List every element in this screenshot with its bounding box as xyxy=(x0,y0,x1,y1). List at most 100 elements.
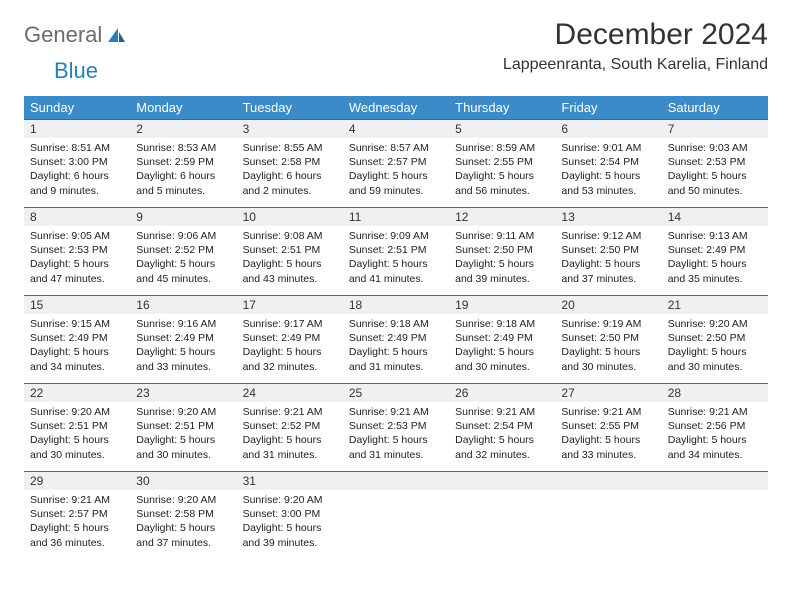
day-details xyxy=(555,490,661,499)
calendar-cell: 9Sunrise: 9:06 AMSunset: 2:52 PMDaylight… xyxy=(130,207,236,295)
sunset-text: Sunset: 2:51 PM xyxy=(349,243,443,257)
day-number xyxy=(449,471,555,490)
day-details: Sunrise: 9:11 AMSunset: 2:50 PMDaylight:… xyxy=(449,226,555,292)
sunrise-text: Sunrise: 9:13 AM xyxy=(668,229,762,243)
day-details: Sunrise: 9:21 AMSunset: 2:56 PMDaylight:… xyxy=(662,402,768,468)
calendar-cell: 15 Sunrise: 9:15 AMSunset: 2:49 PMDayligh… xyxy=(24,295,130,383)
daylight-text: Daylight: 5 hours and 31 minutes. xyxy=(349,345,443,373)
daylight-text: Daylight: 5 hours and 34 minutes. xyxy=(30,345,124,373)
sunrise-text: Sunrise: 9:06 AM xyxy=(136,229,230,243)
calendar-row: 22Sunrise: 9:20 AMSunset: 2:51 PMDayligh… xyxy=(24,383,768,471)
day-number: 19 xyxy=(449,295,555,314)
day-details: Sunrise: 9:19 AMSunset: 2:50 PMDaylight:… xyxy=(555,314,661,380)
sunset-text: Sunset: 2:49 PM xyxy=(349,331,443,345)
day-details xyxy=(449,490,555,499)
sunset-text: Sunset: 2:58 PM xyxy=(136,507,230,521)
daylight-text: Daylight: 5 hours and 53 minutes. xyxy=(561,169,655,197)
day-number: 16 xyxy=(130,295,236,314)
daylight-text: Daylight: 5 hours and 37 minutes. xyxy=(561,257,655,285)
sunrise-text: Sunrise: 9:12 AM xyxy=(561,229,655,243)
calendar-cell: 12Sunrise: 9:11 AMSunset: 2:50 PMDayligh… xyxy=(449,207,555,295)
day-number: 12 xyxy=(449,207,555,226)
day-number: 14 xyxy=(662,207,768,226)
day-details: Sunrise: 8:53 AMSunset: 2:59 PMDaylight:… xyxy=(130,138,236,204)
daylight-text: Daylight: 5 hours and 30 minutes. xyxy=(136,433,230,461)
calendar-cell: 29Sunrise: 9:21 AMSunset: 2:57 PMDayligh… xyxy=(24,471,130,559)
sunset-text: Sunset: 2:51 PM xyxy=(30,419,124,433)
calendar-row: 1Sunrise: 8:51 AMSunset: 3:00 PMDaylight… xyxy=(24,119,768,207)
sunset-text: Sunset: 2:51 PM xyxy=(136,419,230,433)
sunrise-text: Sunrise: 9:21 AM xyxy=(243,405,337,419)
day-number: 26 xyxy=(449,383,555,402)
day-details: Sunrise: 9:13 AMSunset: 2:49 PMDaylight:… xyxy=(662,226,768,292)
day-details: Sunrise: 9:21 AMSunset: 2:55 PMDaylight:… xyxy=(555,402,661,468)
day-number: 3 xyxy=(237,119,343,138)
calendar-cell: 23Sunrise: 9:20 AMSunset: 2:51 PMDayligh… xyxy=(130,383,236,471)
sunset-text: Sunset: 3:00 PM xyxy=(243,507,337,521)
sunset-text: Sunset: 2:52 PM xyxy=(243,419,337,433)
sunset-text: Sunset: 2:57 PM xyxy=(349,155,443,169)
day-details: Sunrise: 9:08 AMSunset: 2:51 PMDaylight:… xyxy=(237,226,343,292)
day-details: Sunrise: 9:20 AMSunset: 2:51 PMDaylight:… xyxy=(130,402,236,468)
calendar-cell: 2Sunrise: 8:53 AMSunset: 2:59 PMDaylight… xyxy=(130,119,236,207)
day-details: Sunrise: 8:57 AMSunset: 2:57 PMDaylight:… xyxy=(343,138,449,204)
day-number: 29 xyxy=(24,471,130,490)
day-details: Sunrise: 9:20 AMSunset: 2:50 PMDaylight:… xyxy=(662,314,768,380)
sail-icon xyxy=(106,26,126,44)
sunrise-text: Sunrise: 9:20 AM xyxy=(30,405,124,419)
calendar-cell xyxy=(343,471,449,559)
sunset-text: Sunset: 2:50 PM xyxy=(668,331,762,345)
calendar-cell: 18Sunrise: 9:18 AMSunset: 2:49 PMDayligh… xyxy=(343,295,449,383)
sunrise-text: Sunrise: 9:19 AM xyxy=(561,317,655,331)
calendar-cell: 14Sunrise: 9:13 AMSunset: 2:49 PMDayligh… xyxy=(662,207,768,295)
day-details: Sunrise: 9:21 AMSunset: 2:52 PMDaylight:… xyxy=(237,402,343,468)
calendar-cell xyxy=(555,471,661,559)
calendar-cell: 28Sunrise: 9:21 AMSunset: 2:56 PMDayligh… xyxy=(662,383,768,471)
day-details: Sunrise: 9:01 AMSunset: 2:54 PMDaylight:… xyxy=(555,138,661,204)
daylight-text: Daylight: 5 hours and 34 minutes. xyxy=(668,433,762,461)
calendar-cell: 7Sunrise: 9:03 AMSunset: 2:53 PMDaylight… xyxy=(662,119,768,207)
calendar-table: Sunday Monday Tuesday Wednesday Thursday… xyxy=(24,96,768,559)
weekday-header: Friday xyxy=(555,96,661,119)
sunrise-text: Sunrise: 9:21 AM xyxy=(455,405,549,419)
sunset-text: Sunset: 2:50 PM xyxy=(561,243,655,257)
daylight-text: Daylight: 5 hours and 36 minutes. xyxy=(30,521,124,549)
daylight-text: Daylight: 5 hours and 50 minutes. xyxy=(668,169,762,197)
sunset-text: Sunset: 2:49 PM xyxy=(30,331,124,345)
daylight-text: Daylight: 5 hours and 43 minutes. xyxy=(243,257,337,285)
day-number: 15 xyxy=(24,295,130,314)
sunrise-text: Sunrise: 9:20 AM xyxy=(136,493,230,507)
day-number: 13 xyxy=(555,207,661,226)
sunrise-text: Sunrise: 9:20 AM xyxy=(243,493,337,507)
sunrise-text: Sunrise: 9:18 AM xyxy=(455,317,549,331)
sunrise-text: Sunrise: 9:01 AM xyxy=(561,141,655,155)
sunset-text: Sunset: 2:57 PM xyxy=(30,507,124,521)
sunrise-text: Sunrise: 9:05 AM xyxy=(30,229,124,243)
sunset-text: Sunset: 2:54 PM xyxy=(455,419,549,433)
day-number: 8 xyxy=(24,207,130,226)
daylight-text: Daylight: 6 hours and 5 minutes. xyxy=(136,169,230,197)
sunset-text: Sunset: 2:54 PM xyxy=(561,155,655,169)
sunrise-text: Sunrise: 9:17 AM xyxy=(243,317,337,331)
weekday-header: Sunday xyxy=(24,96,130,119)
sunset-text: Sunset: 2:50 PM xyxy=(455,243,549,257)
calendar-cell: 16Sunrise: 9:16 AMSunset: 2:49 PMDayligh… xyxy=(130,295,236,383)
calendar-cell: 5Sunrise: 8:59 AMSunset: 2:55 PMDaylight… xyxy=(449,119,555,207)
brand-part1: General xyxy=(24,24,102,46)
day-details: Sunrise: 9:03 AMSunset: 2:53 PMDaylight:… xyxy=(662,138,768,204)
day-details: Sunrise: 9:20 AMSunset: 2:58 PMDaylight:… xyxy=(130,490,236,556)
day-details: Sunrise: 9:20 AMSunset: 3:00 PMDaylight:… xyxy=(237,490,343,556)
sunrise-text: Sunrise: 9:15 AM xyxy=(30,317,124,331)
day-number: 30 xyxy=(130,471,236,490)
day-details: Sunrise: 9:09 AMSunset: 2:51 PMDaylight:… xyxy=(343,226,449,292)
sunset-text: Sunset: 2:53 PM xyxy=(668,155,762,169)
sunrise-text: Sunrise: 9:21 AM xyxy=(30,493,124,507)
sunrise-text: Sunrise: 9:16 AM xyxy=(136,317,230,331)
day-details: Sunrise: 9:21 AMSunset: 2:57 PMDaylight:… xyxy=(24,490,130,556)
sunrise-text: Sunrise: 8:51 AM xyxy=(30,141,124,155)
calendar-cell xyxy=(662,471,768,559)
day-details: Sunrise: 9:21 AMSunset: 2:53 PMDaylight:… xyxy=(343,402,449,468)
sunset-text: Sunset: 2:49 PM xyxy=(668,243,762,257)
day-details: Sunrise: 8:51 AMSunset: 3:00 PMDaylight:… xyxy=(24,138,130,204)
calendar-cell: 17Sunrise: 9:17 AMSunset: 2:49 PMDayligh… xyxy=(237,295,343,383)
